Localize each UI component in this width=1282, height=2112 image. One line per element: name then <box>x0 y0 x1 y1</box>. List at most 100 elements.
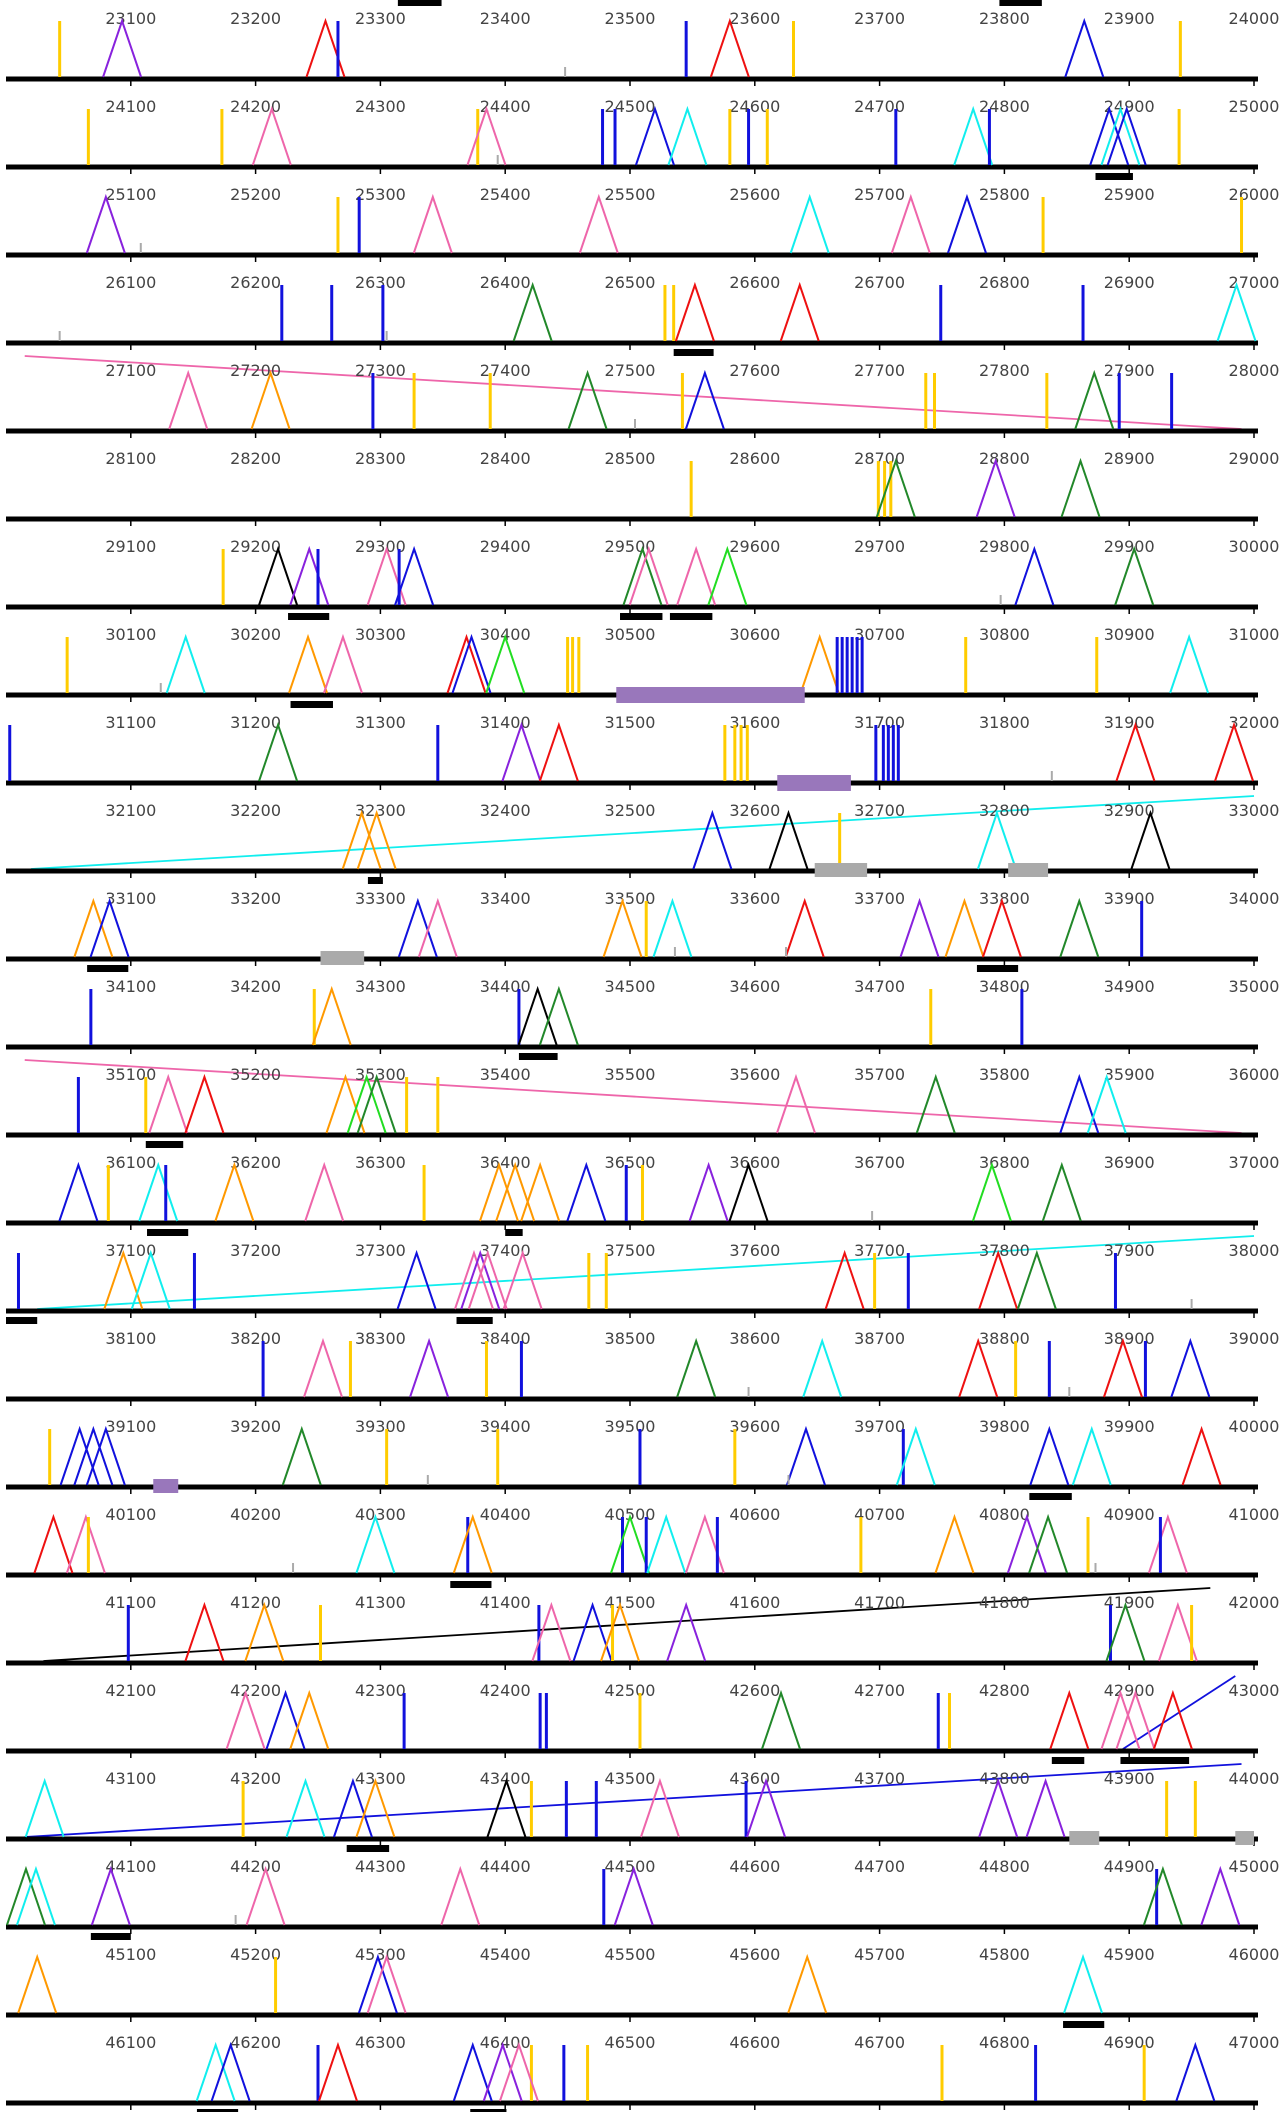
feature-peak <box>958 1337 999 1398</box>
tick-label: 27000 <box>1229 273 1280 292</box>
feature-peak <box>65 1513 106 1574</box>
tick-label: 31300 <box>355 713 406 732</box>
region-bar <box>397 0 442 6</box>
region-bar <box>6 1317 38 1324</box>
tick-label: 39500 <box>605 1417 656 1436</box>
feature-peak <box>1006 1513 1047 1574</box>
tick-label: 29000 <box>1229 449 1280 468</box>
region-bar <box>346 1845 390 1852</box>
tick-label: 39700 <box>854 1417 905 1436</box>
tick-label: 30000 <box>1229 537 1280 556</box>
feature-peak <box>466 105 507 166</box>
region-bar <box>814 863 868 877</box>
feature-peak <box>1049 1689 1090 1750</box>
feature-peak <box>646 1513 687 1574</box>
tick-label: 42000 <box>1229 1593 1280 1612</box>
tick-label: 28900 <box>1104 449 1155 468</box>
tick-label: 25700 <box>854 185 905 204</box>
region-bar <box>87 965 129 972</box>
tick-label: 40900 <box>1104 1505 1155 1524</box>
tick-label: 42800 <box>979 1681 1030 1700</box>
tick-label: 33400 <box>480 889 531 908</box>
tick-label: 36800 <box>979 1153 1030 1172</box>
tick-label: 30100 <box>105 625 156 644</box>
tick-label: 39300 <box>355 1417 406 1436</box>
feature-peak <box>1103 1337 1143 1398</box>
map-row: 40100 40200 40300 40400 40500 40600 40700 40800… <box>6 1505 1279 1588</box>
map-row: 39100 39200 39300 39400 39500 39600 39700 39800… <box>6 1417 1279 1500</box>
map-row: 34100 34200 34300 34400 34500 34600 34700 34800… <box>6 977 1279 1060</box>
feature-peak <box>953 105 994 166</box>
feature-peak <box>355 1777 396 1838</box>
feature-peak <box>787 1953 828 2014</box>
tick-label: 36200 <box>230 1153 281 1172</box>
tick-label: 34000 <box>1229 889 1280 908</box>
map-row: 42100 42200 42300 42400 42500 42600 42700 42800… <box>6 1675 1279 1764</box>
tick-label: 43700 <box>854 1769 905 1788</box>
feature-peak <box>346 1073 387 1134</box>
feature-peak <box>258 721 299 782</box>
tick-label: 23300 <box>355 9 406 28</box>
feature-peak <box>613 1865 654 1926</box>
feature-peak <box>325 1073 366 1134</box>
feature-peak <box>520 1161 561 1222</box>
tick-label: 44100 <box>105 1857 156 1876</box>
tick-label: 30200 <box>230 625 281 644</box>
tick-label: 46300 <box>355 2033 406 2052</box>
tick-label: 27500 <box>605 361 656 380</box>
feature-peak <box>288 633 328 694</box>
tick-label: 44400 <box>480 1857 531 1876</box>
feature-peak <box>667 105 708 166</box>
tick-label: 39800 <box>979 1417 1030 1436</box>
feature-peak <box>289 545 330 606</box>
tick-label: 31100 <box>105 713 156 732</box>
tick-label: 33800 <box>979 889 1030 908</box>
region-bar <box>1095 173 1133 180</box>
tick-label: 41500 <box>605 1593 656 1612</box>
tick-label: 33500 <box>605 889 656 908</box>
feature-peak <box>165 633 206 694</box>
feature-peak <box>628 545 669 606</box>
feature-peak <box>225 1689 266 1750</box>
tick-label: 29700 <box>854 537 905 556</box>
feature-peak <box>214 1161 255 1222</box>
feature-peak <box>566 1161 607 1222</box>
tick-label: 32600 <box>729 801 780 820</box>
feature-peak <box>332 1777 373 1838</box>
feature-peak <box>652 897 693 958</box>
region-bar <box>147 1229 189 1236</box>
tick-label: 24500 <box>605 97 656 116</box>
feature-peak <box>1152 1689 1193 1750</box>
feature-peak <box>184 1601 225 1662</box>
connector-line <box>24 355 1242 430</box>
tick-label: 42100 <box>105 1681 156 1700</box>
feature-peak <box>90 1865 131 1926</box>
feature-peak <box>517 985 558 1046</box>
tick-label: 43800 <box>979 1769 1030 1788</box>
tick-label: 38500 <box>605 1329 656 1348</box>
feature-peak <box>486 1777 527 1838</box>
feature-peak <box>824 1249 865 1310</box>
tick-label: 24900 <box>1104 97 1155 116</box>
tick-label: 40600 <box>729 1505 780 1524</box>
map-row: 25100 25200 25300 25400 25500 25600 25700 25800… <box>6 185 1279 262</box>
tick-label: 43500 <box>605 1769 656 1788</box>
feature-peak <box>289 1689 330 1750</box>
tick-label: 29900 <box>1104 537 1155 556</box>
feature-peak <box>498 2041 539 2102</box>
feature-peak <box>776 1073 816 1134</box>
region-bar <box>1069 1831 1100 1845</box>
tick-label: 39600 <box>729 1417 780 1436</box>
feature-peak <box>531 1601 572 1662</box>
region-bar <box>145 1141 184 1148</box>
feature-peak <box>1016 1249 1057 1310</box>
region-bar <box>669 613 713 620</box>
feature-peak <box>323 633 363 694</box>
tick-label: 40800 <box>979 1505 1030 1524</box>
tick-label: 24300 <box>355 97 406 116</box>
tick-label: 39100 <box>105 1417 156 1436</box>
feature-peak <box>467 1249 508 1310</box>
tick-label: 38100 <box>105 1329 156 1348</box>
connector-line <box>24 1059 1242 1134</box>
tick-label: 31200 <box>230 713 281 732</box>
